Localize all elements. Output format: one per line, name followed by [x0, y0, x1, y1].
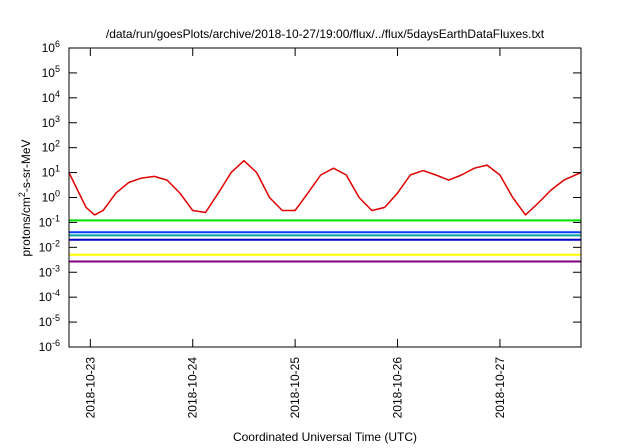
y-tick-exponent: -1 [52, 213, 60, 223]
x-tick-label: 2018-10-26 [391, 357, 405, 419]
y-tick-label: 103 [42, 114, 60, 130]
y-tick-label: 10-4 [39, 288, 60, 304]
y-tick-exponent: -5 [52, 313, 60, 323]
y-tick-label: 10-2 [39, 238, 60, 254]
y-axis-label-prefix: protons/cm [19, 197, 33, 256]
y-axis: 10-610-510-410-310-210-11001011021031041… [39, 39, 581, 354]
y-tick-label: 101 [42, 164, 60, 180]
y-tick-base: 10 [42, 141, 56, 155]
x-tick-label: 2018-10-24 [186, 357, 200, 419]
x-tick-label: 2018-10-27 [493, 357, 507, 419]
y-tick-exponent: -2 [52, 238, 60, 248]
y-tick-base: 10 [42, 41, 56, 55]
y-tick-label: 104 [42, 89, 60, 105]
y-tick-label: 106 [42, 39, 60, 55]
y-tick-label: 10-6 [39, 338, 60, 354]
x-axis: 2018-10-23 2018-10-24 2018-10-25 2018-10-26… [83, 48, 507, 418]
y-tick-base: 10 [39, 340, 53, 354]
y-tick-exponent: 2 [55, 139, 60, 149]
y-tick-exponent: -6 [52, 338, 60, 348]
series-layer [68, 159, 582, 263]
y-tick-exponent: 0 [55, 189, 60, 199]
y-axis-label-superscript: 2 [17, 192, 27, 197]
y-tick-label: 102 [42, 139, 60, 155]
x-tick-label: 2018-10-23 [83, 357, 97, 419]
x-tick-label: 2018-10-25 [288, 357, 302, 419]
y-tick-label: 100 [42, 189, 60, 205]
y-tick-exponent: 6 [55, 39, 60, 49]
y-tick-base: 10 [39, 315, 53, 329]
y-tick-exponent: 5 [55, 64, 60, 74]
y-tick-base: 10 [42, 166, 56, 180]
y-tick-base: 10 [39, 265, 53, 279]
y-tick-label: 10-5 [39, 313, 60, 329]
y-tick-label: 105 [42, 64, 60, 80]
y-tick-exponent: 4 [55, 89, 60, 99]
chart-title: /data/run/goesPlots/archive/2018-10-27/1… [106, 27, 545, 41]
y-tick-base: 10 [39, 290, 53, 304]
y-tick-base: 10 [42, 191, 56, 205]
y-tick-base: 10 [39, 240, 53, 254]
y-tick-label: 10-1 [39, 213, 60, 229]
y-axis-label-suffix: -s-sr-MeV [19, 139, 33, 192]
x-axis-label: Coordinated Universal Time (UTC) [233, 430, 417, 444]
y-tick-exponent: -3 [52, 263, 60, 273]
y-tick-exponent: 1 [55, 164, 60, 174]
y-tick-label: 10-3 [39, 263, 60, 279]
y-tick-base: 10 [42, 66, 56, 80]
y-tick-base: 10 [42, 116, 56, 130]
y-tick-base: 10 [42, 91, 56, 105]
y-axis-label: protons/cm2-s-sr-MeV [17, 139, 33, 256]
y-tick-exponent: 3 [55, 114, 60, 124]
y-tick-base: 10 [39, 215, 53, 229]
y-tick-exponent: -4 [52, 288, 60, 298]
series-line [68, 159, 582, 216]
